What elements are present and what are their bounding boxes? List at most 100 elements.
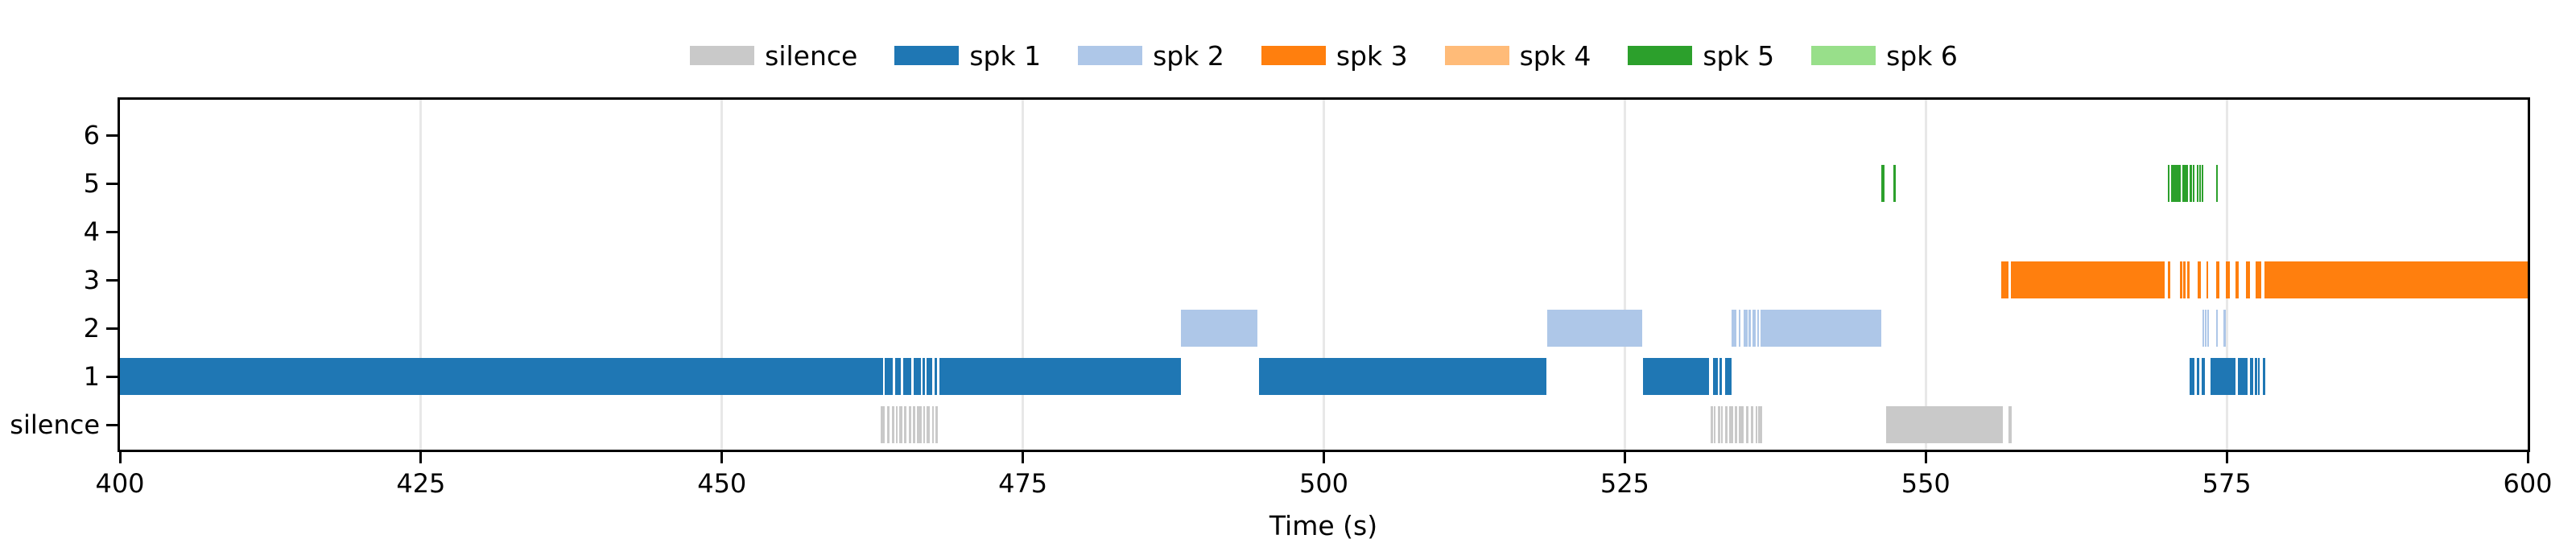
y-tick-label: 1 bbox=[83, 361, 100, 392]
segment-spk-2 bbox=[1748, 310, 1751, 347]
segment-silence bbox=[1721, 406, 1724, 443]
y-tick bbox=[106, 327, 118, 330]
y-tick-label: 6 bbox=[83, 120, 100, 150]
legend-swatch bbox=[1811, 46, 1876, 65]
x-tick bbox=[1623, 452, 1626, 463]
segment-spk-2 bbox=[2205, 310, 2207, 347]
segment-spk-1 bbox=[895, 358, 901, 395]
segment-spk-2 bbox=[2215, 310, 2218, 347]
segment-silence bbox=[931, 406, 934, 443]
legend-swatch bbox=[1628, 46, 1693, 65]
segment-spk-1 bbox=[1719, 358, 1722, 395]
legend-label: spk 2 bbox=[1153, 39, 1224, 72]
gridline bbox=[1924, 100, 1927, 450]
segment-spk-1 bbox=[120, 358, 884, 395]
legend-item-spk-6: spk 6 bbox=[1811, 40, 1958, 72]
segment-silence bbox=[912, 406, 915, 443]
legend-label: spk 3 bbox=[1335, 39, 1408, 72]
segment-silence bbox=[935, 406, 939, 443]
x-tick-label: 400 bbox=[95, 468, 145, 499]
x-tick bbox=[1022, 452, 1025, 463]
x-tick bbox=[419, 452, 423, 463]
segment-spk-5 bbox=[2215, 165, 2218, 202]
segment-silence bbox=[886, 406, 890, 443]
segment-silence bbox=[1739, 406, 1744, 443]
segment-silence bbox=[1735, 406, 1738, 443]
segment-silence bbox=[1755, 406, 1757, 443]
x-tick bbox=[118, 452, 122, 463]
y-tick bbox=[106, 134, 118, 137]
segment-spk-1 bbox=[2196, 358, 2200, 395]
segment-spk-2 bbox=[2223, 310, 2226, 347]
segment-silence bbox=[926, 406, 931, 443]
y-tick-label: 3 bbox=[83, 265, 100, 295]
segment-spk-5 bbox=[2193, 165, 2195, 202]
legend-label: spk 4 bbox=[1519, 39, 1591, 72]
legend-label: spk 6 bbox=[1886, 39, 1958, 72]
segment-spk-1 bbox=[2189, 358, 2194, 395]
segment-spk-2 bbox=[1738, 310, 1740, 347]
segment-silence bbox=[1750, 406, 1754, 443]
legend-swatch bbox=[894, 46, 960, 65]
gridline bbox=[1022, 100, 1025, 450]
segment-spk-5 bbox=[2170, 165, 2181, 202]
segment-spk-1 bbox=[1642, 358, 1710, 395]
segment-spk-5 bbox=[1893, 165, 1896, 202]
segment-spk-2 bbox=[1546, 310, 1643, 347]
segment-spk-3 bbox=[2256, 261, 2262, 298]
segment-silence bbox=[923, 406, 926, 443]
segment-spk-2 bbox=[1757, 310, 1759, 347]
segment-spk-5 bbox=[2201, 165, 2203, 202]
y-tick bbox=[106, 423, 118, 426]
segment-silence bbox=[1710, 406, 1713, 443]
legend-item-spk-5: spk 5 bbox=[1628, 40, 1774, 72]
y-tick bbox=[106, 278, 118, 282]
segment-spk-3 bbox=[2206, 261, 2208, 298]
segment-spk-2 bbox=[1181, 310, 1258, 347]
y-tick bbox=[106, 182, 118, 185]
segment-silence bbox=[898, 406, 903, 443]
segment-spk-1 bbox=[2249, 358, 2254, 395]
legend-item-silence: silence bbox=[690, 40, 857, 72]
segment-spk-3 bbox=[2167, 261, 2170, 298]
segment-spk-1 bbox=[2201, 358, 2206, 395]
segment-spk-1 bbox=[2258, 358, 2260, 395]
segment-spk-1 bbox=[1724, 358, 1732, 395]
legend: silence spk 1 spk 2 spk 3 spk 4 spk 5 spk 6 bbox=[118, 35, 2530, 76]
legend-swatch bbox=[690, 46, 755, 65]
segment-silence bbox=[1714, 406, 1716, 443]
x-tick bbox=[2526, 452, 2529, 463]
legend-item-spk-2: spk 2 bbox=[1078, 40, 1224, 72]
y-tick bbox=[106, 375, 118, 378]
legend-label: silence bbox=[765, 39, 858, 72]
segment-spk-3 bbox=[2225, 261, 2230, 298]
segment-spk-2 bbox=[1761, 310, 1881, 347]
y-tick bbox=[106, 230, 118, 233]
y-tick-label: 4 bbox=[83, 216, 100, 247]
segment-silence bbox=[917, 406, 922, 443]
x-tick-label: 550 bbox=[1901, 468, 1951, 499]
segment-spk-3 bbox=[2246, 261, 2250, 298]
segment-spk-5 bbox=[2196, 165, 2198, 202]
legend-label: spk 5 bbox=[1703, 39, 1775, 72]
segment-silence bbox=[908, 406, 911, 443]
legend-item-spk-4: spk 4 bbox=[1444, 39, 1591, 72]
segment-spk-5 bbox=[2189, 165, 2192, 202]
gridline bbox=[1323, 100, 1325, 450]
segment-spk-3 bbox=[2198, 261, 2201, 298]
x-tick bbox=[720, 452, 724, 463]
segment-spk-1 bbox=[1713, 358, 1718, 395]
gridline bbox=[720, 100, 724, 450]
legend-swatch bbox=[1261, 46, 1326, 65]
segment-silence bbox=[895, 406, 898, 443]
segment-silence bbox=[1885, 406, 2003, 443]
segment-silence bbox=[1729, 406, 1733, 443]
segment-spk-1 bbox=[922, 358, 925, 395]
segment-spk-1 bbox=[2262, 358, 2265, 395]
segment-silence bbox=[1758, 406, 1762, 443]
segment-spk-5 bbox=[2182, 165, 2189, 202]
segment-spk-2 bbox=[2207, 310, 2210, 347]
x-tick-label: 600 bbox=[2503, 468, 2553, 499]
segment-spk-1 bbox=[913, 358, 921, 395]
segment-silence bbox=[904, 406, 907, 443]
